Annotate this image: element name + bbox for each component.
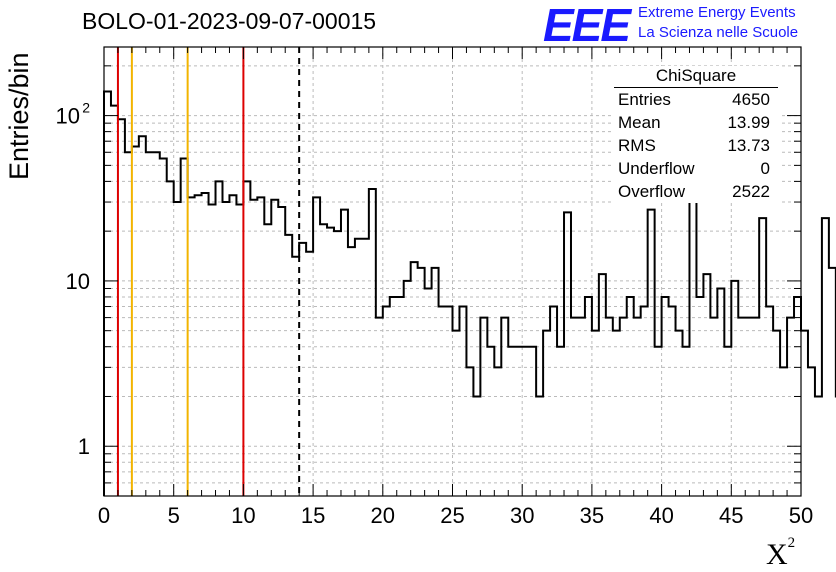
stats-row-entries: Entries 4650 (612, 88, 780, 111)
x-tick-label: 25 (440, 503, 464, 528)
stats-value: 2522 (732, 182, 770, 201)
stats-value: 4650 (732, 90, 770, 109)
x-tick-label: 40 (649, 503, 673, 528)
eee-logo: EEE (543, 0, 631, 51)
stats-box: ChiSquare Entries 4650 Mean 13.99 RMS 13… (612, 66, 780, 203)
stats-header: ChiSquare (614, 66, 778, 88)
x-tick-label: 0 (98, 503, 110, 528)
x-tick-label: 45 (719, 503, 743, 528)
eee-line-2: La Scienza nelle Scuole (638, 24, 799, 41)
x-axis-label-sup: 2 (787, 535, 796, 551)
stats-value: 13.99 (727, 113, 770, 132)
x-tick-label: 20 (371, 503, 395, 528)
x-tick-label: 5 (168, 503, 180, 528)
y-axis-label: Entries/bin (4, 52, 34, 180)
x-tick-label: 35 (580, 503, 604, 528)
x-tick-label: 50 (789, 503, 813, 528)
y-tick-label: 1 (78, 434, 90, 459)
stats-value: 0 (760, 159, 770, 178)
y-tick-label: 10 (66, 269, 90, 294)
stats-label: Mean (618, 113, 661, 132)
stats-row-rms: RMS 13.73 (612, 134, 780, 157)
histogram-series (103, 90, 836, 496)
stats-row-underflow: Underflow 0 (612, 157, 780, 180)
y-tick-label-sup: 2 (82, 100, 90, 116)
x-tick-label: 30 (510, 503, 534, 528)
stats-label: Entries (618, 90, 671, 109)
x-tick-label: 15 (301, 503, 325, 528)
chart-title: BOLO-01-2023-09-07-00015 (82, 8, 377, 34)
stats-label: Underflow (618, 159, 695, 178)
eee-line-1: Extreme Energy Events (638, 4, 796, 21)
y-tick-label: 10 (56, 104, 80, 129)
stats-value: 13.73 (727, 136, 770, 155)
stats-row-overflow: Overflow 2522 (612, 180, 780, 203)
x-axis-label: X2 (766, 535, 796, 572)
x-tick-label: 10 (231, 503, 255, 528)
x-axis-label-text: X (766, 538, 788, 571)
stats-row-mean: Mean 13.99 (612, 111, 780, 134)
stats-label: RMS (618, 136, 656, 155)
stats-label: Overflow (618, 182, 686, 201)
